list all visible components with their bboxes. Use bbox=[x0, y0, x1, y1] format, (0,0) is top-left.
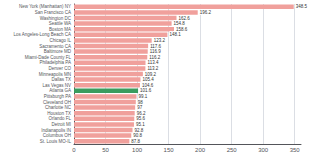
svg-text:116.2: 116.2 bbox=[149, 55, 160, 60]
svg-text:117.6: 117.6 bbox=[150, 44, 161, 49]
svg-text:Cleveland OH: Cleveland OH bbox=[43, 100, 71, 105]
svg-text:148.1: 148.1 bbox=[169, 32, 181, 37]
svg-text:Miami-Dade County FL: Miami-Dade County FL bbox=[25, 55, 72, 60]
svg-text:101.6: 101.6 bbox=[140, 88, 152, 93]
svg-text:100: 100 bbox=[132, 147, 143, 153]
svg-text:200: 200 bbox=[195, 147, 206, 153]
svg-text:350: 350 bbox=[290, 147, 301, 153]
svg-text:92.8: 92.8 bbox=[135, 128, 144, 133]
svg-text:196.2: 196.2 bbox=[200, 10, 212, 15]
svg-text:Houston TX: Houston TX bbox=[47, 111, 71, 116]
svg-text:96.2: 96.2 bbox=[137, 111, 146, 116]
svg-text:New York (Manhattan) NY: New York (Manhattan) NY bbox=[19, 4, 71, 9]
svg-text:Washington DC: Washington DC bbox=[40, 16, 72, 21]
svg-text:Chicago IL: Chicago IL bbox=[49, 38, 71, 43]
svg-text:90.8: 90.8 bbox=[133, 133, 142, 138]
svg-text:Philadelphia PA: Philadelphia PA bbox=[40, 60, 71, 65]
svg-text:Detroit MI: Detroit MI bbox=[51, 122, 71, 127]
svg-text:0: 0 bbox=[72, 147, 76, 153]
svg-text:97: 97 bbox=[137, 105, 143, 110]
svg-text:162.6: 162.6 bbox=[179, 16, 191, 21]
svg-text:Sacramento CA: Sacramento CA bbox=[39, 44, 71, 49]
svg-text:Columbus OH: Columbus OH bbox=[43, 133, 71, 138]
svg-text:95.1: 95.1 bbox=[136, 122, 145, 127]
svg-text:123.2: 123.2 bbox=[154, 38, 166, 43]
svg-text:300: 300 bbox=[258, 147, 269, 153]
svg-text:104.6: 104.6 bbox=[142, 83, 154, 88]
svg-text:Dallas TX: Dallas TX bbox=[52, 77, 71, 82]
svg-text:Boston MA: Boston MA bbox=[49, 27, 71, 32]
svg-text:Indianapolis IN: Indianapolis IN bbox=[41, 128, 71, 133]
svg-text:348.5: 348.5 bbox=[296, 4, 308, 9]
svg-text:Los Angeles-Long Beach CA: Los Angeles-Long Beach CA bbox=[13, 32, 71, 37]
svg-text:250: 250 bbox=[227, 147, 238, 153]
svg-text:Las Vegas NV: Las Vegas NV bbox=[42, 83, 71, 88]
svg-text:Denver CO: Denver CO bbox=[48, 66, 71, 71]
svg-text:Baltimore MD: Baltimore MD bbox=[44, 49, 72, 54]
svg-text:87.8: 87.8 bbox=[131, 139, 140, 144]
svg-text:150: 150 bbox=[164, 147, 175, 153]
svg-text:Charlotte NC: Charlotte NC bbox=[45, 105, 72, 110]
svg-text:95.6: 95.6 bbox=[136, 116, 145, 121]
svg-text:113.2: 113.2 bbox=[147, 66, 158, 71]
svg-text:116.9: 116.9 bbox=[150, 49, 161, 54]
svg-text:St. Louis MO-IL: St. Louis MO-IL bbox=[40, 139, 72, 144]
svg-text:50: 50 bbox=[102, 147, 109, 153]
svg-text:Atlanta GA: Atlanta GA bbox=[49, 88, 71, 93]
svg-text:113.4: 113.4 bbox=[148, 60, 159, 65]
svg-text:Seattle WA: Seattle WA bbox=[49, 21, 71, 26]
svg-text:Minneapolis MN: Minneapolis MN bbox=[39, 72, 71, 77]
svg-text:154.8: 154.8 bbox=[174, 21, 186, 26]
svg-text:Pittsburgh PA: Pittsburgh PA bbox=[44, 94, 71, 99]
svg-text:158.6: 158.6 bbox=[176, 27, 188, 32]
svg-text:109.2: 109.2 bbox=[145, 72, 157, 77]
svg-text:Orlando FL: Orlando FL bbox=[48, 116, 71, 121]
svg-text:San Francisco CA: San Francisco CA bbox=[35, 10, 71, 15]
svg-text:98: 98 bbox=[138, 100, 144, 105]
svg-text:105.4: 105.4 bbox=[142, 77, 154, 82]
svg-text:99.1: 99.1 bbox=[138, 94, 147, 99]
